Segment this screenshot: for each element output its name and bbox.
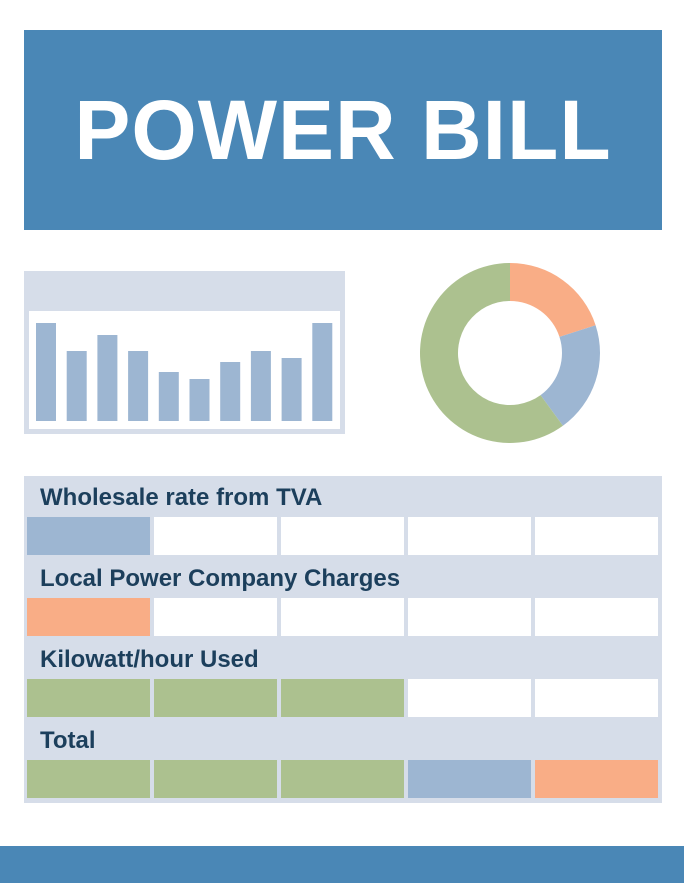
bar-7: [220, 362, 241, 421]
cell-1-3: [281, 517, 404, 555]
donut-slice-3: [419, 263, 563, 443]
cell-1-4: [408, 517, 531, 555]
cell-1-5: [535, 517, 658, 555]
cell-4-3: [281, 760, 404, 798]
page-title: POWER BILL: [74, 83, 612, 177]
bar-4: [128, 351, 149, 421]
cell-3-4: [408, 679, 531, 717]
bar-chart: [36, 323, 333, 421]
bar-10: [312, 323, 333, 421]
cell-2-3: [281, 598, 404, 636]
section-label-wholesale: Wholesale rate from TVA: [40, 484, 323, 511]
donut-slice-2: [540, 325, 601, 426]
section-row-total: [27, 760, 660, 798]
title-banner: POWER BILL: [24, 30, 662, 230]
cell-3-3: [281, 679, 404, 717]
bill-breakdown-table: Wholesale rate from TVA Local Power Comp…: [24, 476, 662, 803]
section-label-kilowatt-hours: Kilowatt/hour Used: [40, 646, 259, 673]
section-label-total: Total: [40, 727, 96, 754]
cell-2-1: [27, 598, 150, 636]
donut-slice-1: [510, 263, 596, 337]
cell-4-4: [408, 760, 531, 798]
cell-4-2: [154, 760, 277, 798]
cell-3-1: [27, 679, 150, 717]
bar-chart-plot: [29, 311, 340, 429]
cell-3-5: [535, 679, 658, 717]
cell-4-1: [27, 760, 150, 798]
cell-1-1: [27, 517, 150, 555]
bar-5: [158, 372, 179, 421]
bar-3: [97, 335, 118, 421]
bar-1: [36, 323, 56, 421]
bar-8: [250, 351, 271, 421]
footer-bar: [0, 846, 684, 883]
cell-1-2: [154, 517, 277, 555]
cell-2-5: [535, 598, 658, 636]
bar-chart-card: [24, 271, 345, 434]
bar-9: [281, 358, 302, 421]
section-row-wholesale: [27, 517, 660, 555]
bar-6: [189, 379, 210, 421]
donut-chart: [419, 263, 601, 443]
section-row-kilowatt-hours: [27, 679, 660, 717]
bar-2: [66, 351, 87, 421]
cell-2-2: [154, 598, 277, 636]
cell-4-5: [535, 760, 658, 798]
cell-3-2: [154, 679, 277, 717]
section-row-local-charges: [27, 598, 660, 636]
cell-2-4: [408, 598, 531, 636]
section-label-local-charges: Local Power Company Charges: [40, 565, 401, 592]
